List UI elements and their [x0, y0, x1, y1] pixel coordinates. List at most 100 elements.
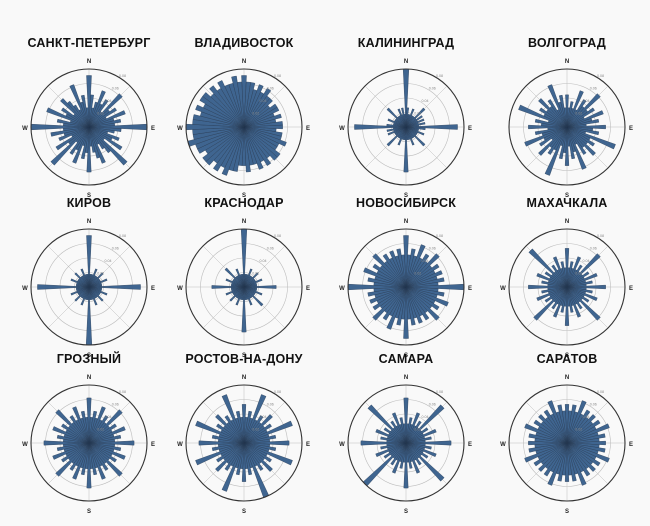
wind-bar [243, 113, 282, 128]
ring-value-label: 0.06 [429, 402, 436, 406]
wind-bar [564, 248, 570, 288]
direction-label-e: E [468, 442, 472, 448]
chart-title: НОВОСИБИРСК [355, 196, 457, 210]
wind-bar [88, 107, 117, 128]
wind-bar [88, 126, 111, 154]
wind-bar [566, 442, 610, 463]
wind-bar [405, 253, 430, 288]
wind-bar [88, 423, 117, 444]
wind-bar [389, 250, 407, 288]
ring-value-label: 0.06 [590, 86, 597, 90]
wind-bar [88, 278, 108, 288]
ring-value-label: 0.08 [436, 74, 443, 78]
wind-bar [61, 107, 90, 128]
ring-value-label: 0.04 [260, 99, 267, 103]
wind-bar [86, 442, 92, 489]
wind-bar [405, 442, 422, 466]
wind-bar [88, 110, 126, 128]
ring-value-label: 0.04 [422, 415, 429, 419]
wind-bar [566, 433, 606, 444]
wind-bar [61, 423, 90, 444]
wind-bar [405, 404, 445, 444]
wind-bar [195, 420, 245, 444]
wind-bar [566, 124, 606, 130]
wind-bar [566, 253, 601, 288]
wind-bar [88, 442, 123, 477]
wind-bar [243, 126, 287, 147]
direction-label-w: W [22, 286, 28, 292]
wind-bar [564, 404, 570, 444]
polar-plot: 0.02 0.04 0.06 0.08 N E S W [177, 219, 310, 359]
direction-label-w: W [500, 286, 506, 292]
wind-rose-chart: ВОЛГОГРАД 0.02 0.04 0.06 0.08 N E S [486, 36, 648, 206]
wind-bar [211, 285, 245, 289]
wind-bar [243, 442, 293, 466]
wind-bar [552, 256, 568, 288]
wind-bar [224, 267, 245, 288]
polar-plot: 0.02 0.04 0.06 0.08 N E S W [22, 219, 155, 359]
ring-value-label: 0.08 [274, 390, 281, 394]
wind-bar [202, 92, 245, 128]
wind-bar [405, 107, 426, 128]
wind-bar [403, 442, 409, 489]
outer-ring [508, 228, 626, 346]
wind-bar [88, 434, 122, 444]
direction-label-e: E [629, 286, 633, 292]
ring-value-label: 0.02 [414, 111, 421, 115]
wind-bar [243, 126, 272, 166]
wind-bar [405, 436, 432, 444]
wind-bar [405, 277, 445, 288]
ring-value-label: 0.02 [252, 271, 259, 275]
wind-bar [52, 442, 90, 460]
wind-bar [405, 442, 413, 469]
ring-value-label: 0.04 [422, 259, 429, 263]
wind-bar [566, 286, 582, 318]
wind-bar [386, 286, 407, 330]
chart-title: ВЛАДИВОСТОК [194, 36, 294, 50]
wind-bar [243, 106, 280, 128]
wind-bar [566, 272, 598, 288]
wind-bar [566, 286, 601, 321]
wind-bar [560, 261, 568, 288]
ring-value-label: 0.06 [267, 86, 274, 90]
wind-bar [566, 110, 604, 128]
wind-bar [382, 286, 407, 321]
direction-label-w: W [500, 442, 506, 448]
wind-bar [566, 414, 596, 444]
wind-bar [566, 286, 574, 313]
wind-bar [55, 409, 90, 444]
ring-value-label: 0.08 [597, 74, 604, 78]
ring-value-label: 0.06 [267, 246, 274, 250]
wind-bar [405, 244, 426, 288]
wind-bar [528, 442, 568, 453]
wind-bar [562, 410, 568, 444]
wind-bar [547, 126, 568, 155]
polar-plot: 0.02 0.04 0.06 0.08 N E S W [500, 219, 633, 359]
wind-bar [243, 98, 273, 128]
wind-bar [235, 268, 245, 288]
direction-label-w: W [22, 442, 28, 448]
wind-bar [243, 286, 264, 307]
wind-bar [86, 235, 92, 288]
wind-bar [405, 263, 440, 288]
wind-rose-chart: МАХАЧКАЛА 0.02 0.04 0.06 0.08 N E S W [486, 196, 648, 366]
polar-plot: 0.02 0.04 0.06 0.08 N E S W [22, 375, 155, 515]
chart-title: КРАСНОДАР [204, 196, 284, 210]
wind-bar [405, 420, 422, 444]
direction-label-w: W [339, 126, 345, 132]
ring-value-label: 0.08 [119, 390, 126, 394]
wind-bar [217, 80, 245, 128]
wind-bar [243, 415, 264, 444]
wind-bar [566, 419, 601, 444]
direction-label-w: W [339, 442, 345, 448]
wind-bar [566, 442, 587, 486]
wind-bar [528, 124, 568, 130]
direction-label-n: N [565, 375, 569, 381]
wind-bar [544, 271, 568, 288]
direction-label-e: E [629, 442, 633, 448]
wind-bar [405, 270, 443, 288]
wind-bar [50, 126, 90, 166]
direction-label-s: S [404, 193, 408, 199]
wind-bar [538, 442, 568, 472]
ring-value-label: 0.06 [112, 246, 119, 250]
